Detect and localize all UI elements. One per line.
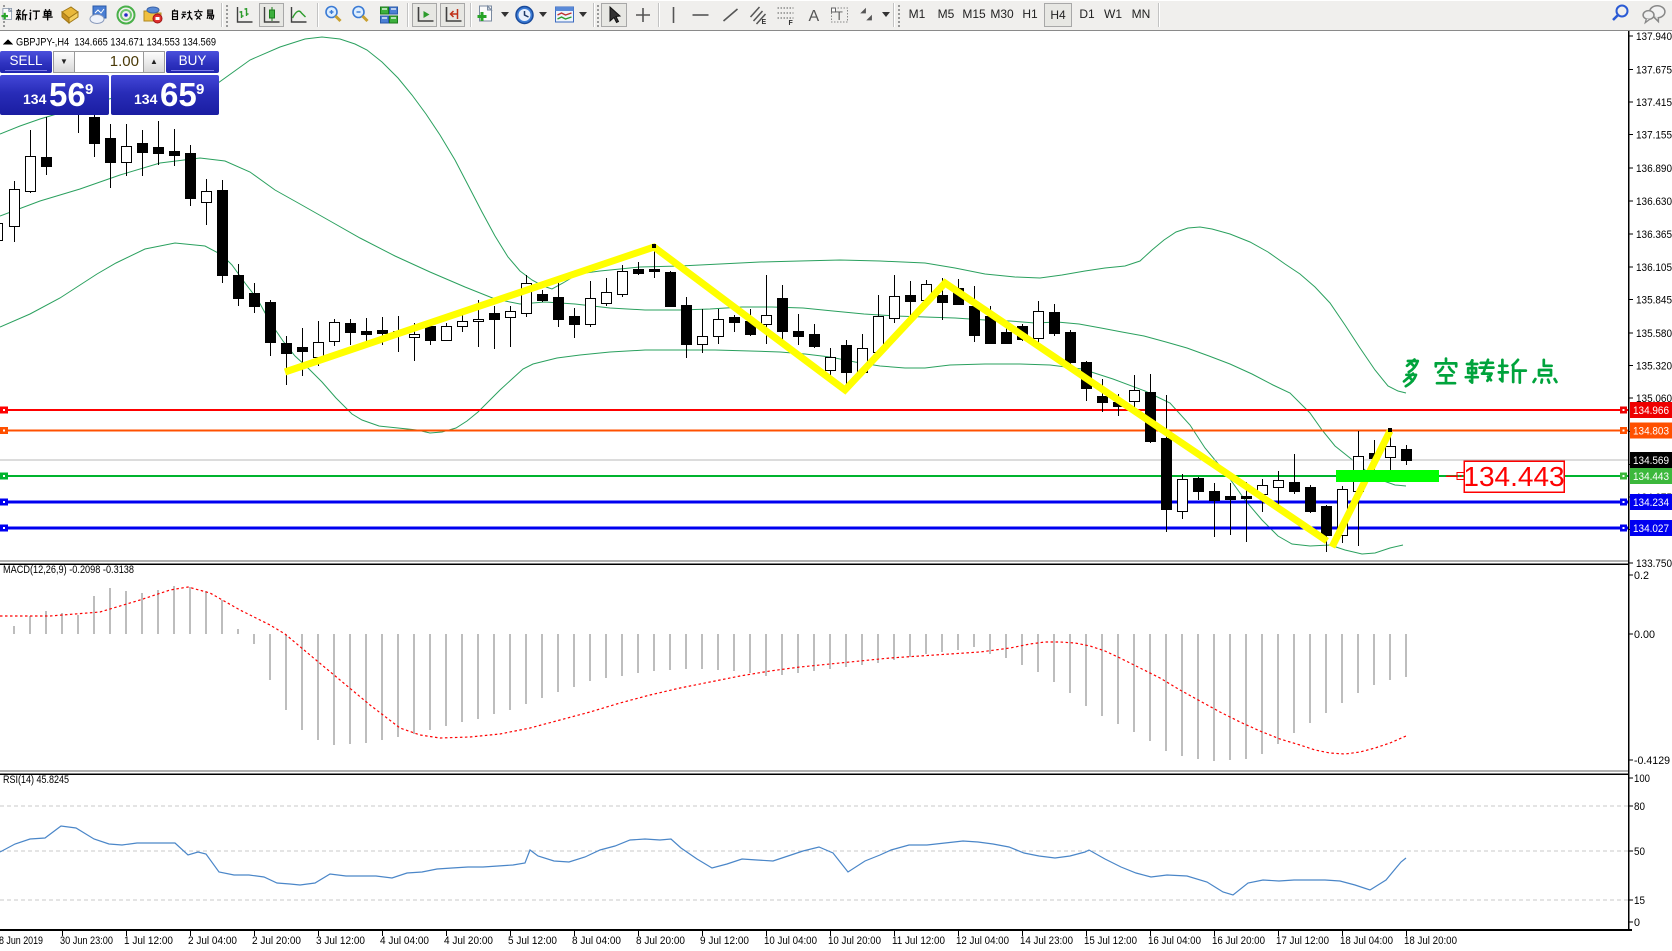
svg-text:136.365: 136.365 [1636,229,1672,241]
svg-text:18 Jul 20:00: 18 Jul 20:00 [1404,935,1457,947]
svg-text:136.630: 136.630 [1636,196,1672,208]
svg-text:135.580: 135.580 [1636,328,1672,340]
svg-text:10 Jul 20:00: 10 Jul 20:00 [828,935,881,947]
svg-text:133.750: 133.750 [1636,558,1672,570]
svg-text:137.155: 137.155 [1636,130,1672,142]
svg-text:134.443: 134.443 [1463,461,1564,492]
svg-text:10 Jul 04:00: 10 Jul 04:00 [764,935,817,947]
svg-text:134.234: 134.234 [1633,497,1669,509]
svg-text:GBPJPY-,H4 134.665 134.671 13: GBPJPY-,H4 134.665 134.671 134.553 134.5… [16,37,216,49]
svg-text:80: 80 [1634,801,1645,813]
svg-text:30 Jun 23:00: 30 Jun 23:00 [60,935,113,947]
svg-text:134.443: 134.443 [1633,471,1669,483]
svg-text:15: 15 [1634,895,1645,907]
svg-text:137.675: 137.675 [1636,64,1672,76]
svg-text:0.00: 0.00 [1634,629,1655,641]
svg-text:11 Jul 12:00: 11 Jul 12:00 [892,935,945,947]
svg-text:136.890: 136.890 [1636,163,1672,175]
svg-text:8 Jul 20:00: 8 Jul 20:00 [636,935,685,947]
svg-text:134.966: 134.966 [1633,405,1669,417]
svg-text:RSI(14) 45.8245: RSI(14) 45.8245 [3,774,69,786]
svg-text:8 Jul 04:00: 8 Jul 04:00 [572,935,621,947]
svg-text:134.027: 134.027 [1633,523,1669,535]
svg-text:135.845: 135.845 [1636,295,1672,307]
svg-text:137.415: 137.415 [1636,97,1672,109]
svg-text:T: T [836,9,844,23]
svg-text:18 Jul 04:00: 18 Jul 04:00 [1340,935,1393,947]
svg-text:135.320: 135.320 [1636,361,1672,373]
svg-text:17 Jul 12:00: 17 Jul 12:00 [1276,935,1329,947]
svg-text:5 Jul 12:00: 5 Jul 12:00 [508,935,557,947]
svg-text:15 Jul 12:00: 15 Jul 12:00 [1084,935,1137,947]
svg-text:2 Jul 04:00: 2 Jul 04:00 [188,935,237,947]
svg-text:9 Jul 12:00: 9 Jul 12:00 [700,935,749,947]
svg-text:100: 100 [1634,773,1650,785]
svg-text:A: A [809,8,820,25]
svg-text:4 Jul 20:00: 4 Jul 20:00 [444,935,493,947]
svg-text:14 Jul 23:00: 14 Jul 23:00 [1020,935,1073,947]
svg-text:12 Jul 04:00: 12 Jul 04:00 [956,935,1009,947]
svg-text:-0.4129: -0.4129 [1634,755,1670,767]
svg-text:28 Jun 2019: 28 Jun 2019 [0,935,43,947]
svg-text:2 Jul 20:00: 2 Jul 20:00 [252,935,301,947]
svg-text:3 Jul 12:00: 3 Jul 12:00 [316,935,365,947]
svg-text:134.803: 134.803 [1633,426,1669,438]
svg-text:4 Jul 04:00: 4 Jul 04:00 [380,935,429,947]
svg-text:134.569: 134.569 [1633,455,1669,467]
svg-text:E: E [762,19,767,26]
svg-text:137.940: 137.940 [1636,31,1672,43]
svg-text:50: 50 [1634,846,1645,858]
svg-text:1 Jul 12:00: 1 Jul 12:00 [124,935,173,947]
svg-text:16 Jul 04:00: 16 Jul 04:00 [1148,935,1201,947]
svg-text:F: F [789,20,794,26]
svg-text:MACD(12,26,9) -0.2098 -0.3138: MACD(12,26,9) -0.2098 -0.3138 [3,564,134,576]
svg-text:16 Jul 20:00: 16 Jul 20:00 [1212,935,1265,947]
svg-text:0.2: 0.2 [1634,570,1649,582]
svg-text:0: 0 [1634,917,1640,929]
svg-text:136.105: 136.105 [1636,262,1672,274]
